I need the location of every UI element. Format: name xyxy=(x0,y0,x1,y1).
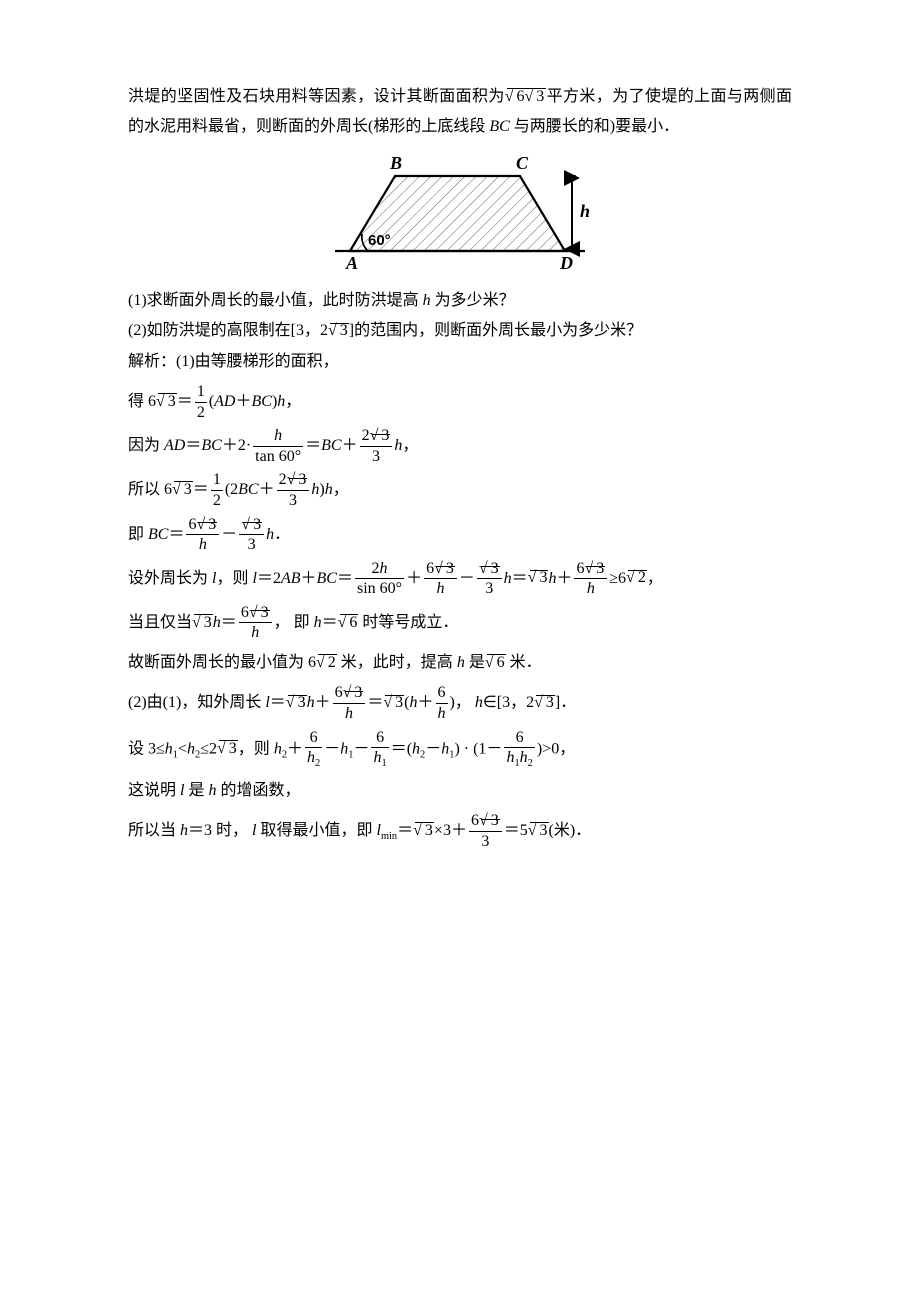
eq-so: 所以 6√3＝12(2BC＋2√33h)h， xyxy=(128,471,792,509)
monotone-statement: 这说明 l 是 h 的增函数， xyxy=(128,776,792,806)
sqrt-6root3: √6√3 xyxy=(505,82,547,112)
eq-BC: 即 BC＝6√3h－√33h． xyxy=(128,516,792,554)
question-1: (1)求断面外周长的最小值，此时防洪堤高 h 为多少米？ xyxy=(128,286,792,316)
label-angle: 60° xyxy=(368,232,391,249)
intro-text-1: 洪堤的坚固性及石块用料等因素，设计其断面面积为 xyxy=(128,88,505,105)
var-BC: BC xyxy=(489,118,509,135)
solution-label: 解析：(1)由等腰梯形的面积， xyxy=(128,347,792,377)
label-A: A xyxy=(345,253,358,273)
eq-part2-l: (2)由(1)，知外周长 l＝√3h＋6√3h＝√3(h＋6h)， h∈[3，2… xyxy=(128,684,792,722)
intro-paragraph: 洪堤的坚固性及石块用料等因素，设计其断面面积为√6√3平方米，为了使堤的上面与两… xyxy=(128,82,792,143)
eq-area: 得 6√3＝12(AD＋BC)h， xyxy=(128,383,792,421)
eq-monotone: 设 3≤h1<h2≤2√3，则 h2＋6h2－h1－6h1＝(h2－h1) · … xyxy=(128,729,792,770)
eq-AD: 因为 AD＝BC＋2·htan 60°＝BC＋2√33h， xyxy=(128,427,792,465)
label-D: D xyxy=(559,253,573,273)
question-2: (2)如防洪堤的高限制在[3，2√3]的范围内，则断面外周长最小为多少米？ xyxy=(128,316,792,346)
eq-final: 所以当 h＝3 时， l 取得最小值，即 lmin＝√3×3＋6√33＝5√3(… xyxy=(128,812,792,850)
eq-l: 设外周长为 l，则 l＝2AB＋BC＝2hsin 60°＋6√3h－√33h＝√… xyxy=(128,560,792,598)
trapezoid-svg: B C A D h 60° xyxy=(320,151,600,276)
eq-iff: 当且仅当√3h＝6√3h， 即 h＝√6 时等号成立． xyxy=(128,604,792,642)
label-C: C xyxy=(516,153,529,173)
label-h: h xyxy=(580,201,590,221)
label-B: B xyxy=(389,153,402,173)
trapezoid-diagram: B C A D h 60° xyxy=(128,151,792,276)
conclusion-1: 故断面外周长的最小值为 6√2 米，此时，提高 h 是√6 米． xyxy=(128,648,792,678)
intro-text-3: 与两腰长的和)要最小． xyxy=(510,118,679,135)
